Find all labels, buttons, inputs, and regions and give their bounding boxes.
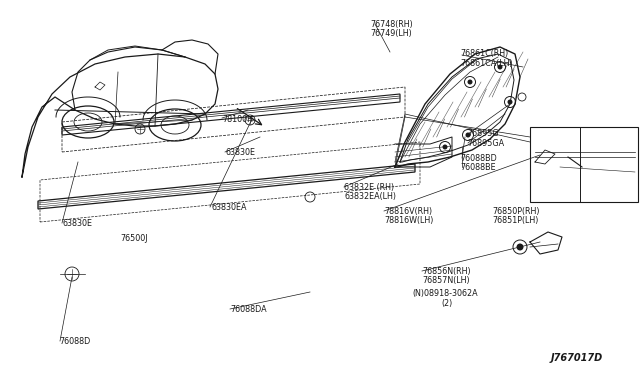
Text: 76856N(RH): 76856N(RH) bbox=[422, 267, 471, 276]
Text: 76895GA: 76895GA bbox=[467, 139, 504, 148]
Text: 76088D: 76088D bbox=[60, 337, 91, 346]
Text: 78816V(RH): 78816V(RH) bbox=[384, 207, 432, 216]
Circle shape bbox=[497, 64, 502, 70]
Text: 76500J: 76500J bbox=[120, 234, 148, 243]
Text: J767017D: J767017D bbox=[550, 353, 603, 363]
Circle shape bbox=[467, 80, 472, 84]
Text: 76749(LH): 76749(LH) bbox=[370, 29, 412, 38]
Text: 76088BE: 76088BE bbox=[461, 163, 497, 172]
Text: 63832E (RH): 63832E (RH) bbox=[344, 183, 394, 192]
Circle shape bbox=[516, 244, 524, 250]
Text: 76895G: 76895G bbox=[467, 129, 499, 138]
Circle shape bbox=[442, 144, 447, 150]
Text: 78100H: 78100H bbox=[223, 115, 253, 124]
Text: 76861C(RH): 76861C(RH) bbox=[461, 49, 509, 58]
Text: (2): (2) bbox=[442, 299, 453, 308]
Text: 76748(RH): 76748(RH) bbox=[370, 20, 413, 29]
Text: 76088DA: 76088DA bbox=[230, 305, 267, 314]
Text: 63830EA: 63830EA bbox=[211, 203, 246, 212]
Text: 76851P(LH): 76851P(LH) bbox=[493, 216, 539, 225]
Text: 63830E: 63830E bbox=[225, 148, 255, 157]
Text: 76088BD: 76088BD bbox=[461, 154, 497, 163]
Text: 78816W(LH): 78816W(LH) bbox=[384, 216, 433, 225]
Text: 63832EA(LH): 63832EA(LH) bbox=[344, 192, 396, 201]
Bar bbox=[530, 127, 638, 202]
Text: 63830E: 63830E bbox=[63, 219, 93, 228]
Circle shape bbox=[465, 132, 470, 138]
Circle shape bbox=[508, 99, 513, 105]
Text: 76857N(LH): 76857N(LH) bbox=[422, 276, 470, 285]
Text: (N)08918-3062A: (N)08918-3062A bbox=[413, 289, 479, 298]
Text: 76861CA(LH): 76861CA(LH) bbox=[461, 59, 513, 68]
Text: 76850P(RH): 76850P(RH) bbox=[493, 207, 540, 216]
